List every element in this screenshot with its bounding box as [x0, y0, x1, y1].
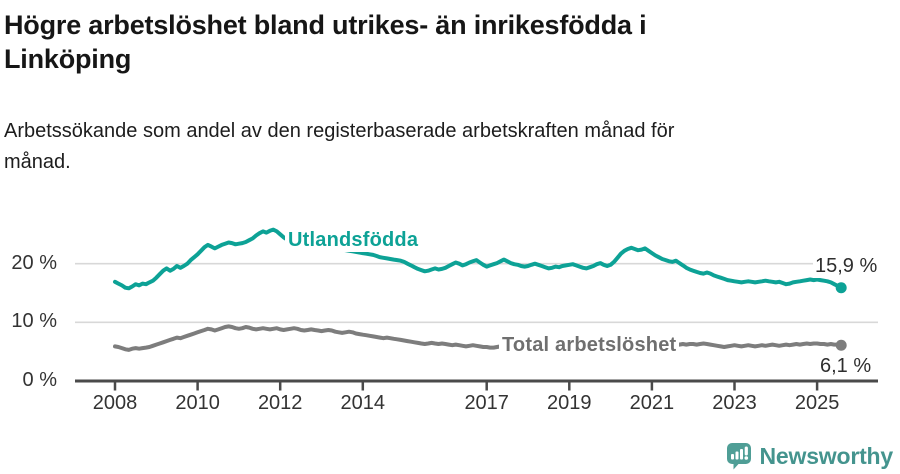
title-line-1: Högre arbetslöshet bland utrikes- än inr…: [4, 10, 647, 40]
series-end-dot-total-arbetsl-shet: [835, 339, 847, 351]
x-tick-label-2008: 2008: [92, 392, 138, 414]
y-tick-label-10: 10 %: [11, 310, 57, 332]
end-value-utlandsfodda: 15,9 %: [813, 255, 880, 278]
brand-name: Newsworthy: [759, 442, 894, 469]
x-tick-label-2017: 2017: [464, 392, 509, 414]
series-label-utlandsfodda: Utlandsfödda: [285, 229, 422, 252]
x-tick-label-2025: 2025: [794, 392, 840, 414]
subtitle-line-1: Arbetssökande som andel av den registerb…: [4, 120, 675, 142]
x-tick-label-2023: 2023: [712, 392, 757, 414]
y-tick-label-20: 20 %: [11, 252, 57, 274]
chart-subtitle: Arbetssökande som andel av den registerb…: [4, 116, 864, 178]
x-tick-label-2019: 2019: [547, 392, 592, 414]
newsworthy-logo[interactable]: Newsworthy: [726, 442, 893, 470]
x-tick-label-2014: 2014: [340, 392, 386, 414]
x-tick-label-2012: 2012: [257, 392, 303, 414]
x-tick-label-2010: 2010: [175, 392, 220, 414]
series-end-dot-utlandsf-dda: [835, 282, 847, 294]
series-line-total-arbetsl-shet: [113, 324, 844, 352]
x-tick-label-2021: 2021: [629, 392, 675, 414]
end-value-total-arbetsloshet: 6,1 %: [818, 355, 874, 378]
newsworthy-chart-bubble-icon: [726, 443, 751, 470]
y-tick-label-0: 0 %: [22, 369, 57, 391]
subtitle-line-2: månad.: [4, 151, 71, 173]
page-title: Högre arbetslöshet bland utrikes- än inr…: [4, 8, 884, 76]
series-line-utlandsf-dda: [113, 227, 844, 291]
title-line-2: Linköping: [4, 44, 132, 74]
series-label-total-arbetsloshet: Total arbetslöshet: [499, 334, 680, 357]
